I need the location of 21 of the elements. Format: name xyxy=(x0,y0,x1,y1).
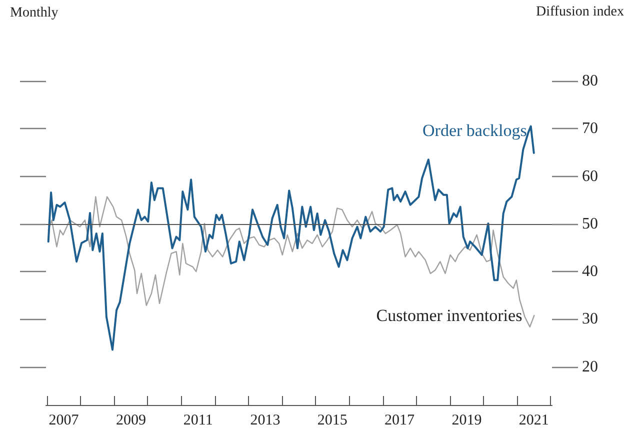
series-label: Customer inventories xyxy=(376,306,522,325)
text: Monthly xyxy=(10,6,58,20)
y-tick-label: 50 xyxy=(582,215,598,232)
y-tick-label: 70 xyxy=(582,120,598,138)
line-series xyxy=(47,125,535,351)
x-tick-label: 2017 xyxy=(384,412,416,428)
y-tick-label: 40 xyxy=(582,263,598,280)
x-tick-label: 2015 xyxy=(317,412,348,428)
series-label: Order backlogs xyxy=(422,120,527,140)
y-axis-title: Diffusion index xyxy=(536,4,624,20)
x-tick-label: 2021 xyxy=(518,412,549,428)
x-tick-label: 2013 xyxy=(250,412,280,428)
x-tick-label: 2009 xyxy=(116,412,146,428)
y-tick-label: 20 xyxy=(582,358,598,376)
x-tick-label: 2011 xyxy=(183,412,213,428)
y-tick-label: 30 xyxy=(582,310,598,328)
x-tick-label: 2007 xyxy=(48,412,80,428)
x-tick-label: 2019 xyxy=(452,412,482,428)
y-tick-label: 60 xyxy=(582,168,598,185)
line-series xyxy=(48,196,535,328)
y-tick-label: 80 xyxy=(582,72,598,90)
